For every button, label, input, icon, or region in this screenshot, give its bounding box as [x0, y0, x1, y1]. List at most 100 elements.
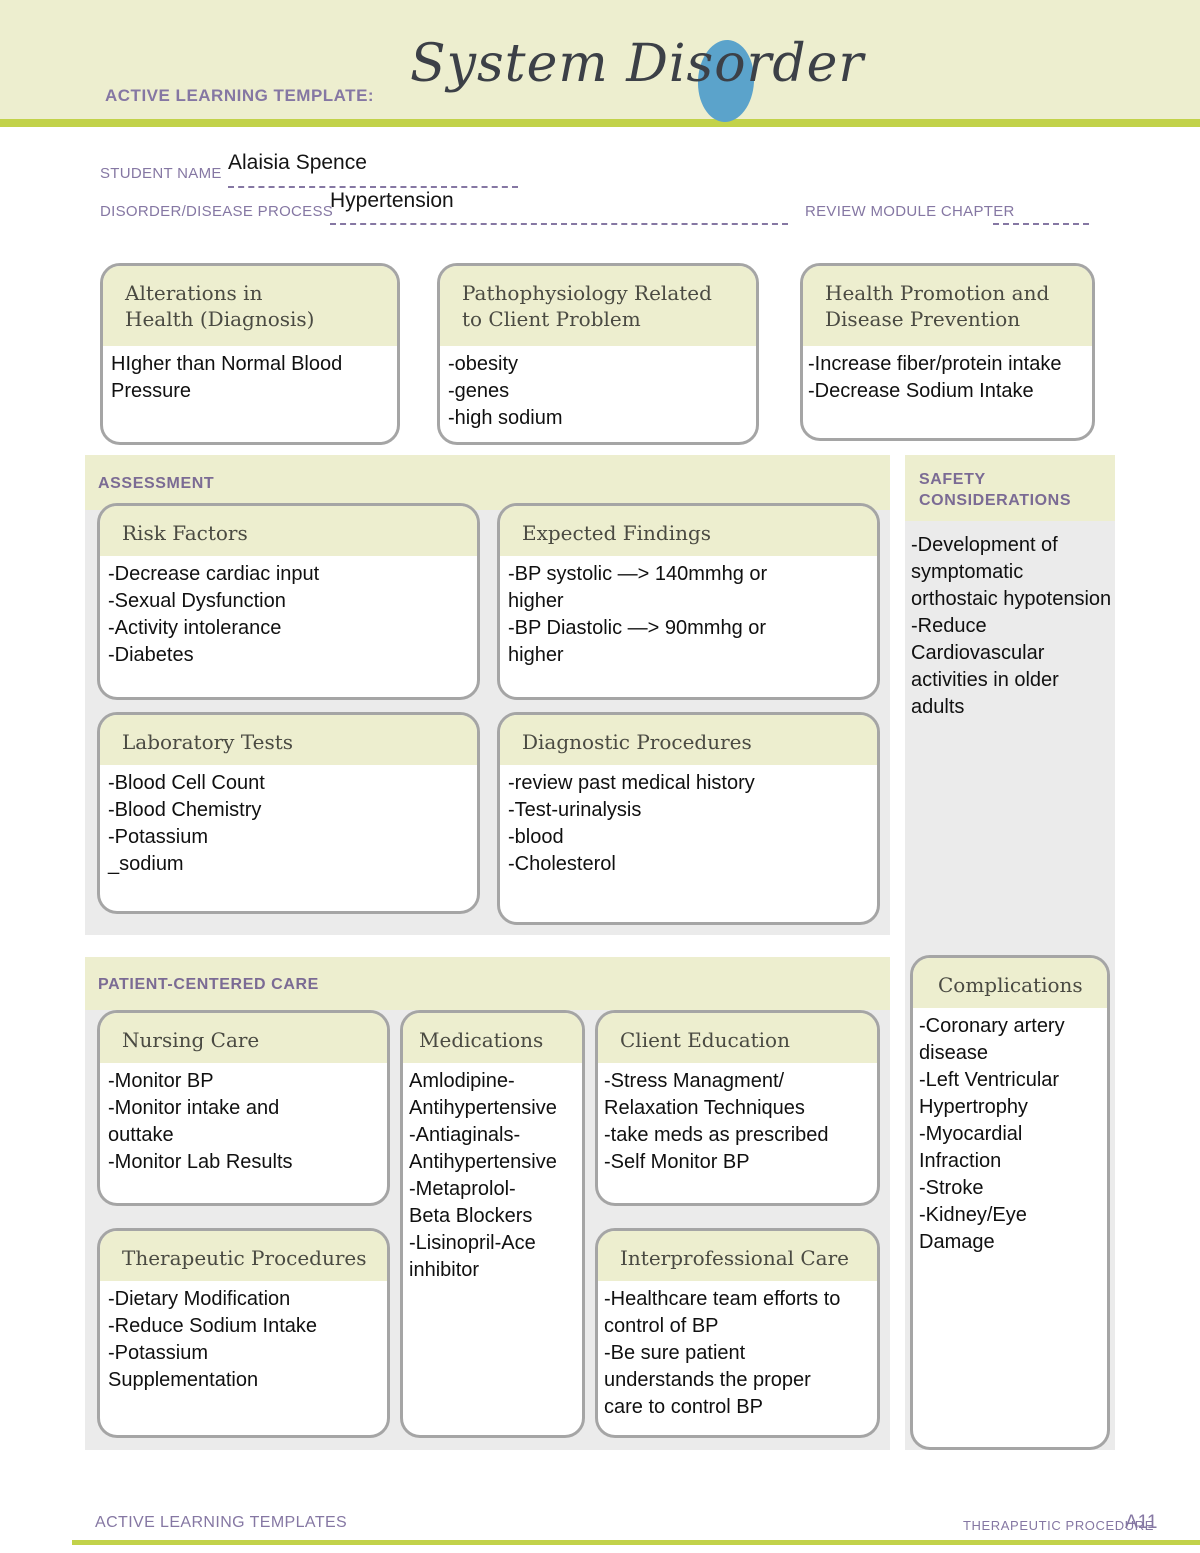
therapeutic-procedures-title: Therapeutic Procedures — [122, 1246, 367, 1270]
card-diagnostic-procedures: Diagnostic Procedures -review past medic… — [497, 712, 880, 925]
pathophysiology-title: Pathophysiology Related to Client Proble… — [462, 281, 712, 331]
risk-factors-title: Risk Factors — [122, 521, 248, 545]
list-item: -Kidney/Eye Damage — [919, 1203, 1027, 1253]
student-name-label: STUDENT NAME — [100, 165, 222, 182]
list-item: -Healthcare team efforts to control of B… — [604, 1287, 841, 1337]
disorder-label: DISORDER/DISEASE PROCESS — [100, 203, 334, 220]
therapeutic-procedures-body: -Dietary Modification -Reduce Sodium Int… — [100, 1281, 387, 1398]
risk-factors-body: -Decrease cardiac input -Sexual Dysfunct… — [100, 556, 477, 673]
footer-left-label: ACTIVE LEARNING TEMPLATES — [95, 1514, 348, 1531]
card-interprofessional-care-head: Interprofessional Care — [598, 1231, 877, 1281]
expected-findings-body: -BP systolic —> 140mmhg or higher -BP Di… — [500, 556, 877, 673]
assessment-section-label: ASSESSMENT — [98, 475, 215, 492]
footer-page-number: A11 — [1125, 1512, 1158, 1533]
list-item: -Diabetes — [108, 643, 194, 666]
interprofessional-care-title: Interprofessional Care — [620, 1246, 850, 1270]
nursing-care-body: -Monitor BP -Monitor intake and outtake … — [100, 1063, 387, 1180]
list-item: -Myocardial Infraction — [919, 1122, 1023, 1172]
list-item: -BP Diastolic —> 90mmhg or higher — [508, 616, 767, 666]
list-item: -Monitor intake and outtake — [108, 1096, 280, 1146]
list-item: -Metaprolol- Beta Blockers — [409, 1177, 533, 1227]
page-title-wrap: System Disorder — [410, 34, 930, 124]
complications-body: -Coronary artery disease -Left Ventricul… — [913, 1008, 1107, 1260]
list-item: -Dietary Modification — [108, 1287, 291, 1310]
card-risk-factors: Risk Factors -Decrease cardiac input -Se… — [97, 503, 480, 700]
laboratory-tests-body: -Blood Cell Count -Blood Chemistry -Pota… — [100, 765, 477, 882]
list-item: HIgher than Normal Blood Pressure — [111, 353, 343, 402]
list-item: -blood — [508, 825, 564, 848]
assessment-band: ASSESSMENT — [85, 455, 890, 510]
pathophysiology-body: -obesity -genes -high sodium — [440, 346, 756, 436]
card-interprofessional-care: Interprofessional Care -Healthcare team … — [595, 1228, 880, 1438]
card-nursing-care: Nursing Care -Monitor BP -Monitor intake… — [97, 1010, 390, 1206]
card-alterations-head: Alterations in Health (Diagnosis) — [103, 266, 397, 346]
pcc-band: PATIENT-CENTERED CARE — [85, 957, 890, 1010]
diagnostic-procedures-title: Diagnostic Procedures — [522, 730, 752, 754]
list-item: -Sexual Dysfunction — [108, 589, 286, 612]
complications-title: Complications — [938, 973, 1083, 997]
health-promotion-title: Health Promotion and Disease Prevention — [825, 281, 1050, 331]
laboratory-tests-title: Laboratory Tests — [122, 730, 294, 754]
page-title: System Disorder — [410, 34, 865, 94]
card-diagnostic-procedures-head: Diagnostic Procedures — [500, 715, 877, 765]
card-client-education: Client Education -Stress Managment/ Rela… — [595, 1010, 880, 1206]
list-item: _sodium — [108, 852, 184, 875]
list-item: -Development of symptomatic orthostaic h… — [911, 534, 1112, 610]
disorder-value: Hypertension — [330, 189, 454, 212]
card-pathophysiology: Pathophysiology Related to Client Proble… — [437, 263, 759, 445]
list-item: -obesity — [448, 353, 519, 375]
list-item: -Decrease Sodium Intake — [808, 380, 1034, 402]
nursing-care-title: Nursing Care — [122, 1028, 260, 1052]
safety-section-label: SAFETY CONSIDERATIONS — [919, 471, 1072, 509]
footer-right-label: THERAPEUTIC PROCEDURE — [963, 1518, 1155, 1533]
diagnostic-procedures-body: -review past medical history -Test-urina… — [500, 765, 877, 882]
pcc-section-label: PATIENT-CENTERED CARE — [98, 976, 319, 993]
list-item: -review past medical history — [508, 771, 755, 794]
list-item: -Left Ventricular Hypertrophy — [919, 1068, 1060, 1118]
list-item: Amlodipine- Antihypertensive — [409, 1069, 557, 1119]
medications-body: Amlodipine- Antihypertensive -Antiaginal… — [403, 1063, 582, 1288]
alterations-body: HIgher than Normal Blood Pressure — [103, 346, 397, 409]
list-item: -Increase fiber/protein intake — [808, 353, 1062, 375]
list-item: -Lisinopril-Ace inhibitor — [409, 1231, 536, 1281]
template-label: ACTIVE LEARNING TEMPLATE: — [105, 86, 375, 105]
list-item: -Potassium Supplementation — [108, 1341, 259, 1391]
list-item: -high sodium — [448, 407, 563, 429]
list-item: -Potassium — [108, 825, 209, 848]
disorder-line — [330, 223, 788, 225]
expected-findings-title: Expected Findings — [522, 521, 712, 545]
card-complications: Complications -Coronary artery disease -… — [910, 955, 1110, 1450]
card-therapeutic-procedures: Therapeutic Procedures -Dietary Modifica… — [97, 1228, 390, 1438]
review-module-line — [993, 223, 1089, 225]
client-education-title: Client Education — [620, 1028, 790, 1052]
card-nursing-care-head: Nursing Care — [100, 1013, 387, 1063]
list-item: -genes — [448, 380, 510, 402]
card-laboratory-tests-head: Laboratory Tests — [100, 715, 477, 765]
list-item: -Activity intolerance — [108, 616, 282, 639]
safety-body: -Development of symptomatic orthostaic h… — [905, 527, 1115, 725]
list-item: -take meds as prescribed — [604, 1123, 829, 1146]
card-medications: Medications Amlodipine- Antihypertensive… — [400, 1010, 585, 1438]
card-health-promotion-head: Health Promotion and Disease Prevention — [803, 266, 1092, 346]
card-therapeutic-procedures-head: Therapeutic Procedures — [100, 1231, 387, 1281]
list-item: -Stroke — [919, 1176, 984, 1199]
health-promotion-body: -Increase fiber/protein intake -Decrease… — [803, 346, 1092, 409]
header-divider — [0, 119, 1200, 127]
card-expected-findings: Expected Findings -BP systolic —> 140mmh… — [497, 503, 880, 700]
list-item: -Reduce Cardiovascular activities in old… — [911, 615, 1059, 718]
list-item: -Be sure patient understands the proper … — [604, 1341, 811, 1418]
list-item: -Monitor BP — [108, 1069, 214, 1092]
card-laboratory-tests: Laboratory Tests -Blood Cell Count -Bloo… — [97, 712, 480, 914]
footer-divider — [72, 1540, 1200, 1545]
list-item: -Cholesterol — [508, 852, 616, 875]
card-health-promotion: Health Promotion and Disease Prevention … — [800, 263, 1095, 441]
card-complications-head: Complications — [913, 958, 1107, 1008]
list-item: -Decrease cardiac input — [108, 562, 320, 585]
safety-band: SAFETY CONSIDERATIONS — [905, 455, 1115, 521]
list-item: -Antiaginals- Antihypertensive — [409, 1123, 557, 1173]
card-medications-head: Medications — [403, 1013, 582, 1063]
list-item: -Monitor Lab Results — [108, 1150, 293, 1173]
card-client-education-head: Client Education — [598, 1013, 877, 1063]
interprofessional-care-body: -Healthcare team efforts to control of B… — [598, 1281, 877, 1425]
